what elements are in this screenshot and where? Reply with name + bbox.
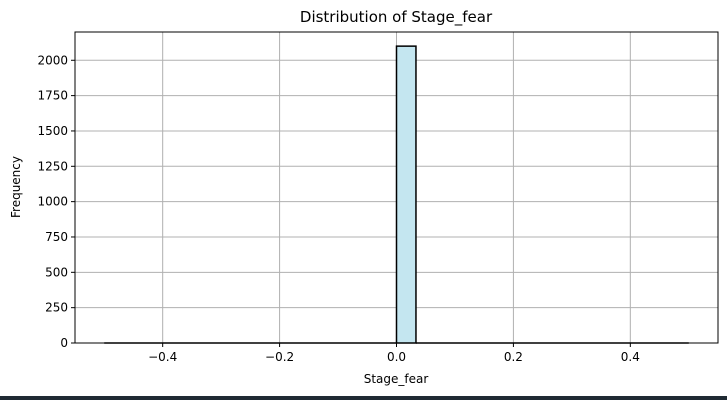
y-tick-label: 750: [45, 230, 68, 244]
y-tick-label: 0: [60, 336, 68, 350]
y-tick-label: 500: [45, 265, 68, 279]
x-axis-label: Stage_fear: [364, 372, 429, 386]
chart-title: Distribution of Stage_fear: [300, 8, 493, 27]
y-tick-label: 250: [45, 301, 68, 315]
y-tick-label: 1000: [37, 195, 68, 209]
y-tick-label: 2000: [37, 53, 68, 67]
x-tick-label: 0.4: [621, 350, 640, 364]
bars: [104, 45, 689, 344]
taskbar-strip: [0, 396, 727, 400]
x-tick-label: 0.2: [504, 350, 523, 364]
plot-frame: [74, 31, 719, 344]
x-tick-label: −0.2: [265, 350, 294, 364]
y-tick-label: 1750: [37, 89, 68, 103]
ticks: −0.4 −0.2 0.0 0.2 0.4 0 250 500 750 1000 1250 1500 1…: [37, 53, 639, 364]
x-tick-label: 0.0: [387, 350, 406, 364]
histogram-bar: [395, 45, 417, 344]
x-tick-label: −0.4: [148, 350, 177, 364]
y-axis-label: Frequency: [9, 156, 23, 218]
y-tick-label: 1250: [37, 159, 68, 173]
y-tick-label: 1500: [37, 124, 68, 138]
